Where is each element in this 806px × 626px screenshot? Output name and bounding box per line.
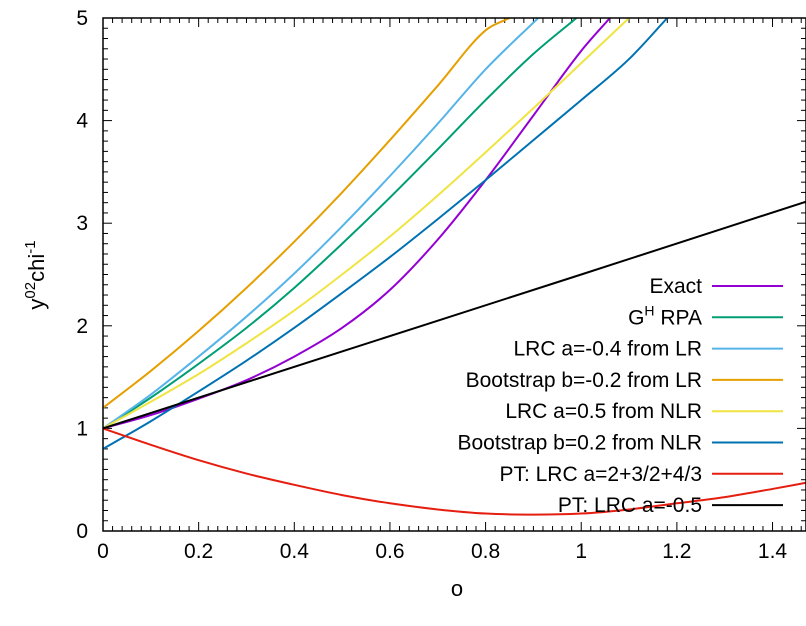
legend-label: Bootstrap b=0.2 from NLR — [457, 432, 702, 455]
y-tick-label: 0 — [76, 520, 88, 543]
plot-frame — [102, 17, 806, 532]
y-tick-label: 5 — [76, 7, 88, 30]
legend-label: Exact — [649, 275, 702, 298]
y-axis-label-sup1: 02 — [22, 282, 39, 299]
series-line — [103, 18, 611, 430]
series-line — [103, 18, 669, 450]
series-line — [103, 18, 578, 430]
y-tick-label: 1 — [76, 417, 88, 440]
legend-label: Bootstrap b=-0.2 from LR — [466, 369, 702, 392]
y-axis-label-sup2: -1 — [22, 240, 39, 253]
x-tick-label: 1.2 — [662, 540, 691, 563]
series-line — [103, 18, 510, 409]
y-axis-label: y02chi-1 — [22, 240, 49, 309]
tick-labels: 0 0.2 0.4 0.6 0.8 1 1.2 1.4 0 1 2 3 4 5 — [76, 7, 787, 563]
x-tick-label: 0.8 — [471, 540, 500, 563]
legend-label: PT: LRC a=2+3/2+4/3 — [499, 463, 702, 486]
series-line — [103, 18, 630, 430]
legend-label: LRC a=0.5 from NLR — [505, 400, 702, 423]
x-axis-label: o — [451, 576, 463, 601]
y-axis-label-mid: chi — [24, 254, 49, 282]
x-tick-label: 0.4 — [280, 540, 310, 563]
legend-label: GH RPA — [628, 302, 702, 329]
x-tick-label: 0.2 — [184, 540, 213, 563]
legend: Exact GH RPA LRC a=-0.4 from LR Bootstrap b… — [457, 275, 783, 517]
series-lines — [103, 18, 806, 516]
legend-label: PT: LRC a=-0.5 — [558, 494, 702, 517]
y-tick-label: 4 — [76, 110, 88, 133]
series-line — [103, 200, 806, 430]
series-line — [103, 427, 806, 516]
y-axis-label-main: y — [24, 299, 49, 310]
x-tick-label: 0 — [97, 540, 109, 563]
y-tick-label: 3 — [76, 212, 88, 235]
legend-label: LRC a=-0.4 from LR — [514, 338, 703, 361]
x-tick-label: 1.4 — [758, 540, 788, 563]
series-line — [103, 18, 539, 430]
y-tick-label: 2 — [76, 315, 88, 338]
x-tick-label: 1 — [575, 540, 587, 563]
x-tick-label: 0.6 — [375, 540, 404, 563]
